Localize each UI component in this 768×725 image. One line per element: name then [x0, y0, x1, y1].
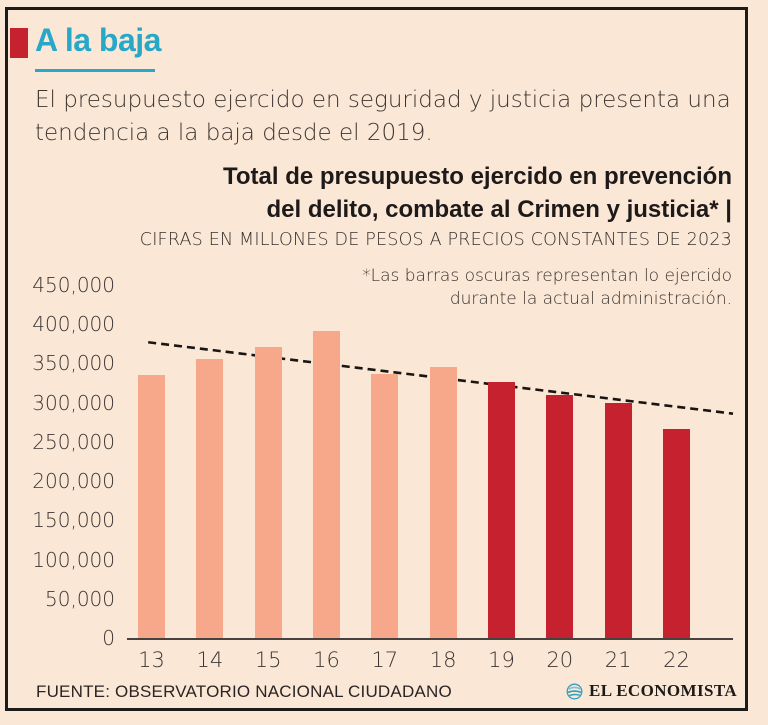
bar-21 — [604, 402, 632, 638]
bar-16 — [312, 331, 340, 638]
el-economista-logo-icon — [566, 683, 583, 699]
red-kicker-square — [10, 28, 28, 58]
description-line-2: tendencia a la baja desde el 2019. — [35, 120, 433, 146]
description-line-1: El presupuesto ejercido en seguridad y j… — [35, 87, 731, 113]
chart-title-line-2: del delito, combate al Crimen y justicia… — [266, 196, 732, 223]
plot-area — [127, 285, 734, 640]
x-tick-label-17: 17 — [371, 648, 399, 672]
bar-14 — [196, 358, 224, 638]
x-tick-label-18: 18 — [429, 648, 457, 672]
bar-18 — [429, 367, 457, 638]
x-tick-label-14: 14 — [196, 648, 224, 672]
y-tick-label-150000: 150,000 — [32, 508, 115, 533]
page-title: A la baja — [35, 22, 161, 58]
y-tick-label-200000: 200,000 — [32, 469, 115, 494]
y-tick-label-400000: 400,000 — [32, 312, 115, 337]
trend-line — [148, 340, 734, 415]
x-tick-label-16: 16 — [313, 648, 340, 672]
description: El presupuesto ejercido en seguridad y j… — [35, 84, 731, 150]
x-tick-label-20: 20 — [546, 648, 574, 672]
chart-note-line-2: durante la actual administración. — [449, 289, 732, 309]
chart-note: *Las barras oscuras representan lo ejerc… — [140, 265, 732, 311]
x-tick-label-19: 19 — [488, 648, 515, 672]
y-tick-label-100000: 100,000 — [32, 547, 115, 572]
x-tick-label-13: 13 — [138, 648, 165, 672]
chart-title: Total de presupuesto ejercido en prevenc… — [140, 160, 732, 226]
chart-title-line-1: Total de presupuesto ejercido en prevenc… — [222, 163, 732, 190]
y-tick-label-300000: 300,000 — [32, 390, 115, 415]
y-tick-label-350000: 350,000 — [32, 351, 115, 376]
brand-name: EL ECONOMISTA — [589, 681, 737, 700]
x-axis-labels: 13 14 15 16 17 18 19 20 21 22 — [127, 648, 733, 678]
chart-note-line-1: *Las barras oscuras representan lo ejerc… — [362, 266, 732, 286]
source-credit: FUENTE: OBSERVATORIO NACIONAL CIUDADANO — [36, 682, 452, 701]
bar-13 — [138, 375, 165, 638]
title-underline — [35, 69, 155, 72]
x-tick-label-22: 22 — [663, 648, 690, 672]
x-tick-label-15: 15 — [254, 648, 282, 672]
y-tick-label-50000: 50,000 — [45, 586, 115, 611]
chart-header: Total de presupuesto ejercido en prevenc… — [140, 160, 732, 311]
brand-block: EL ECONOMISTA — [566, 681, 737, 701]
chart-subtitle: CIFRAS EN MILLONES DE PESOS A PRECIOS CO… — [139, 230, 732, 250]
y-axis-labels: 450,000 400,000 350,000 300,000 250,000 200,0… — [20, 274, 115, 649]
y-tick-label-0: 0 — [102, 626, 115, 650]
x-tick-label-21: 21 — [604, 648, 632, 672]
y-tick-label-450000: 450,000 — [32, 273, 115, 297]
bar-15 — [254, 346, 282, 638]
bar-20 — [546, 394, 574, 638]
bar-22 — [662, 429, 690, 638]
bar-17 — [371, 374, 399, 638]
bar-19 — [487, 381, 515, 638]
y-tick-label-250000: 250,000 — [32, 429, 115, 454]
